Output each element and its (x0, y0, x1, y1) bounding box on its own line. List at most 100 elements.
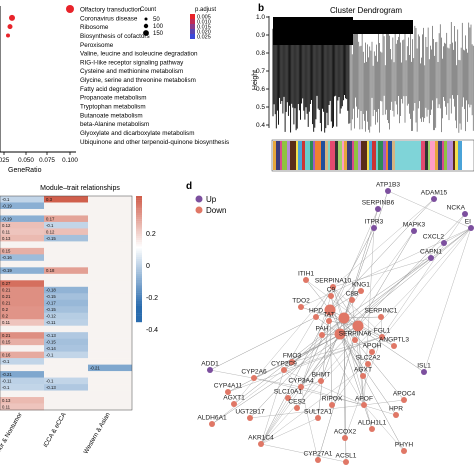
network-node-label: ANGPTL3 (379, 337, 409, 344)
colorscale-step (136, 313, 142, 316)
dendrogram-title: Cluster Dendrogram (330, 6, 402, 15)
y-tick-label: 0.9 (256, 32, 265, 39)
network-node (326, 318, 332, 324)
heatmap-cell (88, 306, 132, 314)
network-edge (363, 404, 405, 452)
heatmap-cell (0, 234, 44, 242)
colorscale-step (136, 298, 142, 302)
heatmap-cell (0, 338, 44, 346)
heatmap-cell (88, 345, 132, 352)
pathway-label: beta-Alanine metabolism (80, 121, 149, 128)
heatmap-cell (0, 196, 44, 203)
heatmap-cell (44, 293, 88, 301)
network-node (225, 389, 231, 395)
dendrogram-ylabel: Height (252, 70, 259, 90)
module-color-segment (430, 141, 435, 170)
network-node-label: CYP4A11 (214, 383, 243, 390)
colorscale-step (136, 244, 142, 247)
legend-down-label: Down (206, 206, 226, 215)
module-color-segment (342, 141, 344, 170)
module-color-segment (372, 141, 376, 170)
network-node (315, 457, 321, 463)
network-edge (357, 213, 466, 327)
heatmap-cell-value: 0.21 (2, 333, 11, 338)
colorscale-step (136, 196, 142, 199)
heatmap-cell (44, 267, 88, 275)
heatmap-cell-value: -0.17 (46, 301, 56, 306)
network-node (421, 369, 427, 375)
heatmap-cell (88, 325, 132, 333)
module-color-segment (347, 141, 352, 170)
network-node-label: ACOX2 (334, 429, 357, 436)
colorscale-step (136, 223, 142, 226)
panel-b: b Cluster Dendrogram Height 1.0 0.9 0.8 0.7… (252, 3, 474, 172)
network-node (385, 188, 391, 194)
module-color-segment (276, 141, 280, 170)
heatmap-cell (44, 403, 88, 411)
colorscale-step (136, 263, 142, 266)
module-color-segment (453, 141, 455, 170)
heatmap-cell-value: -0.13 (46, 385, 56, 390)
network-edge (387, 190, 472, 229)
heatmap-cell-value: 0.3 (46, 197, 53, 202)
module-color-segment (425, 141, 428, 170)
network-edge (291, 336, 383, 363)
heatmap-cell-value: 0.18 (46, 268, 55, 273)
network-node (401, 448, 407, 454)
network-edge (317, 325, 359, 461)
network-edge (260, 443, 347, 463)
heatmap-cell (0, 351, 44, 359)
network-edge (300, 386, 397, 416)
module-color-segment (361, 141, 367, 170)
colorscale-step (136, 229, 142, 232)
colorscale-step (136, 280, 142, 283)
network-node (342, 435, 348, 441)
module-color-segment (442, 141, 444, 170)
network-node (251, 375, 257, 381)
network-edge (443, 227, 472, 244)
heatmap-cell (88, 254, 132, 262)
colorscale-step (136, 269, 142, 272)
heatmap-cell (88, 293, 132, 301)
network-edge (249, 317, 345, 419)
heatmap-cell-value: 0.15 (2, 340, 11, 345)
legend-down-marker (195, 206, 203, 214)
heatmap-cell (44, 228, 88, 236)
heatmap-cell-value: 0.13 (2, 236, 11, 241)
heatmap-cell (88, 208, 132, 216)
network-edge (339, 333, 397, 416)
x-tick-label: 0.100 (62, 157, 78, 164)
pathway-label: Propanoate metabolism (80, 95, 147, 102)
enrichment-dot (6, 33, 10, 38)
pathway-label: Tryptophan metabolism (80, 104, 146, 111)
network-node-label: FMO3 (283, 353, 302, 360)
module-color-segment (296, 141, 298, 170)
legend-up-label: Up (206, 195, 217, 204)
colorscale-step (136, 317, 142, 321)
network-node (294, 405, 300, 411)
heatmap-cell-value: -0.1 (46, 378, 54, 383)
module-color-segment (458, 141, 462, 170)
padj-legend-swatch (190, 24, 195, 29)
heatmap-cell (0, 345, 44, 352)
padj-legend-value: 0.015 (197, 25, 211, 31)
colorscale-step (136, 309, 142, 312)
network-node (303, 277, 309, 283)
heatmap-cell (0, 403, 44, 411)
network-edge (260, 339, 356, 445)
heatmap-cell (88, 299, 132, 307)
network-edge (260, 397, 289, 445)
module-color-segment (383, 141, 386, 170)
module-color-segment (282, 141, 287, 170)
padj-legend-swatch (190, 34, 195, 39)
network-edge (317, 309, 331, 419)
heatmap-cell (88, 247, 132, 255)
colorscale-step (136, 282, 142, 285)
x-tick-label: 0.075 (39, 157, 55, 164)
network-edge (423, 227, 472, 373)
heatmap-cell (88, 280, 132, 288)
colorscale-step (136, 288, 142, 291)
network-node (441, 240, 447, 246)
network-node-label: FGL1 (374, 328, 391, 335)
network-hub-node (334, 328, 346, 340)
